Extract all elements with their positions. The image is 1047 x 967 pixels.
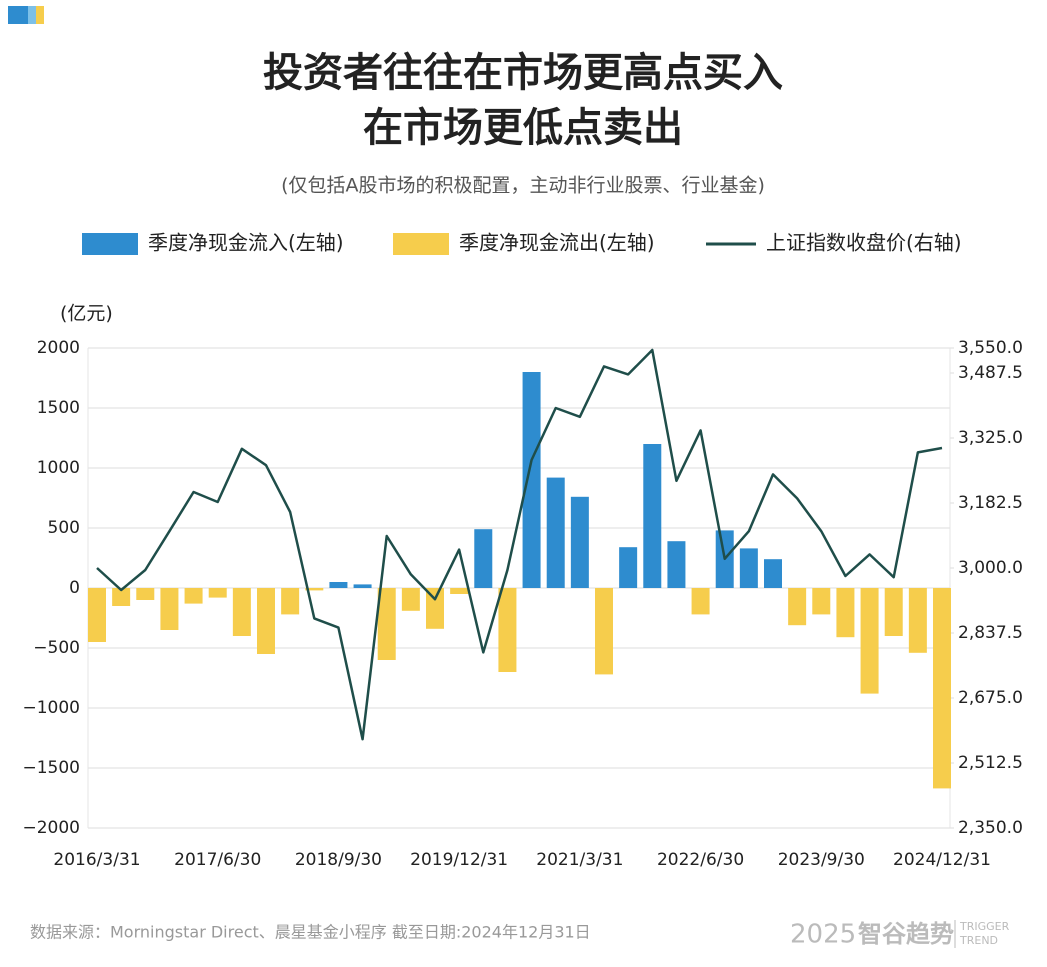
bar: [933, 588, 951, 789]
y-tick-label: 1500: [37, 398, 80, 418]
chart-title: 在市场更低点卖出: [363, 105, 683, 151]
y2-tick-label: 3,000.0: [958, 558, 1023, 578]
bar: [136, 588, 155, 600]
logo: TRIGGER: [959, 920, 1010, 933]
x-tick-label: 2022/6/30: [657, 850, 744, 870]
bar: [643, 444, 662, 588]
source: 数据来源：Morningstar Direct、晨星基金小程序 截至日期:202…: [30, 923, 591, 942]
bar: [860, 588, 879, 694]
axis-label: (亿元): [60, 303, 113, 325]
bar: [353, 584, 372, 588]
corner-mark: [36, 6, 44, 24]
bar: [88, 588, 106, 642]
x-tick-label: 2023/9/30: [778, 850, 865, 870]
y-tick-label: −500: [33, 638, 80, 658]
bar: [788, 588, 807, 626]
logo: 2025: [790, 920, 856, 950]
bar: [474, 529, 493, 588]
bar: [812, 588, 831, 615]
bar: [908, 588, 927, 653]
bar: [691, 588, 710, 615]
logo: 智谷趋势: [858, 920, 954, 948]
y-tick-label: −1000: [22, 698, 80, 718]
y2-tick-label: 2,512.5: [958, 753, 1023, 773]
y2-tick-label: 3,325.0: [958, 428, 1023, 448]
y2-tick-label: 2,350.0: [958, 818, 1023, 838]
bar: [570, 496, 589, 588]
legend-swatch: [82, 233, 138, 255]
legend-label: 季度净现金流入(左轴): [148, 231, 344, 255]
x-tick-label: 2018/9/30: [295, 850, 382, 870]
bar: [764, 559, 782, 588]
y-tick-label: 500: [48, 518, 80, 538]
corner-mark: [8, 6, 28, 24]
bar: [739, 548, 758, 588]
bar: [281, 588, 300, 615]
bar: [884, 588, 903, 636]
x-tick-label: 2019/12/31: [410, 850, 508, 870]
y-tick-label: 0: [69, 578, 80, 598]
subtitle: (仅包括A股市场的积极配置，主动非行业股票、行业基金): [281, 175, 765, 197]
x-tick-label: 2016/3/31: [53, 850, 140, 870]
bar: [401, 588, 420, 611]
legend-swatch: [393, 233, 449, 255]
y2-tick-label: 3,182.5: [958, 493, 1023, 513]
y-tick-label: 2000: [37, 338, 80, 358]
bar: [184, 588, 203, 604]
bar: [667, 541, 686, 588]
bar: [257, 588, 275, 654]
y2-tick-label: 3,550.0: [958, 338, 1023, 358]
bar: [232, 588, 251, 636]
bar: [450, 588, 469, 594]
legend-label: 上证指数收盘价(右轴): [766, 231, 962, 255]
bar: [160, 588, 179, 630]
bar: [498, 588, 517, 672]
chart-title: 投资者往往在市场更高点买入: [263, 50, 783, 96]
logo: TREND: [959, 934, 998, 947]
y-tick-label: 1000: [37, 458, 80, 478]
y2-tick-label: 3,487.5: [958, 363, 1023, 383]
y2-tick-label: 2,675.0: [958, 688, 1023, 708]
x-tick-label: 2017/6/30: [174, 850, 261, 870]
x-tick-label: 2024/12/31: [893, 850, 991, 870]
bar: [112, 588, 131, 606]
bar: [329, 582, 348, 588]
bar: [522, 372, 541, 588]
bar: [305, 588, 324, 591]
corner-mark: [28, 6, 36, 24]
bar: [836, 588, 855, 638]
bar: [377, 588, 396, 660]
bar: [208, 588, 227, 598]
legend-label: 季度净现金流出(左轴): [459, 231, 655, 255]
y-tick-label: −2000: [22, 818, 80, 838]
bar: [619, 547, 638, 588]
x-tick-label: 2021/3/31: [536, 850, 623, 870]
y-tick-label: −1500: [22, 758, 80, 778]
line: [96, 348, 943, 741]
y2-tick-label: 2,837.5: [958, 623, 1023, 643]
bar: [595, 588, 613, 675]
bar: [546, 477, 565, 588]
bar: [426, 588, 444, 629]
